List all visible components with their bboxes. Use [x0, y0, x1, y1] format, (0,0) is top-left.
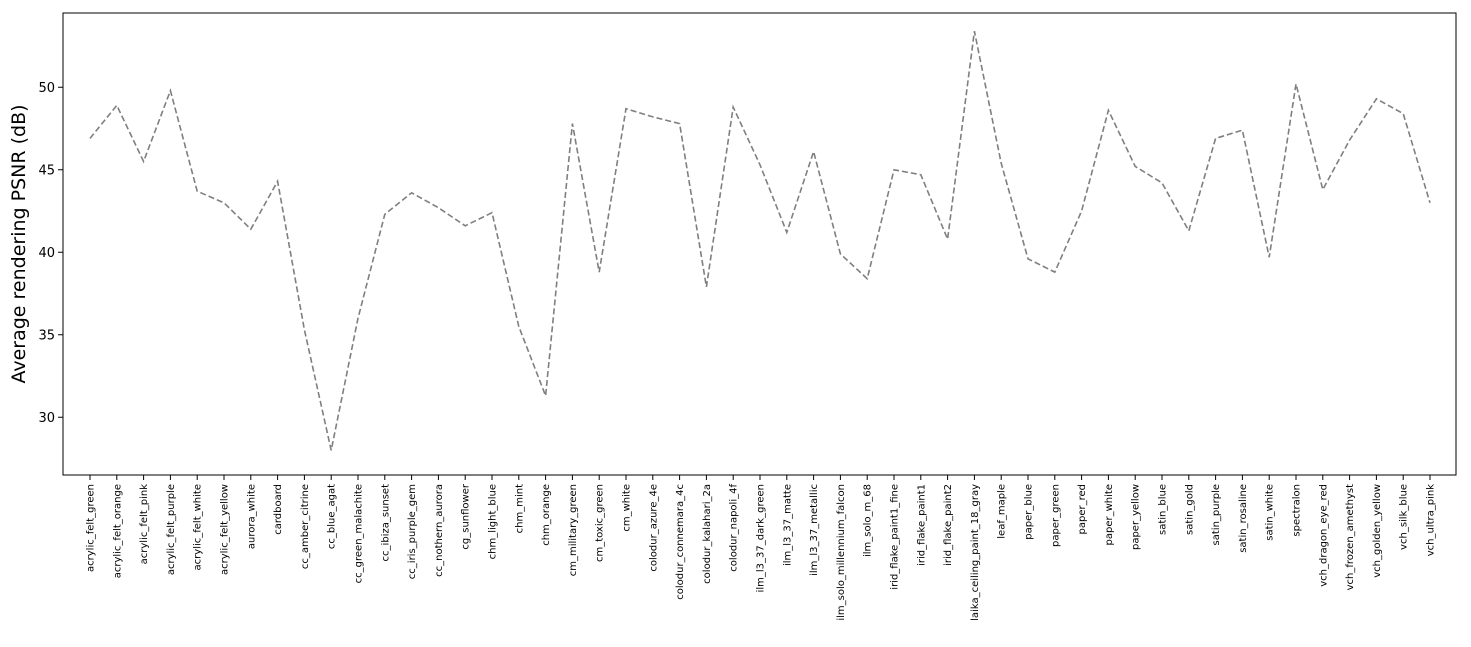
x-tick-label: colodur_kalahari_2a [702, 484, 713, 584]
x-tick-label: colodur_connemara_4c [675, 484, 686, 600]
x-tick-label: vch_ultra_pink [1426, 484, 1437, 556]
x-tick-label: leaf_maple [997, 484, 1008, 539]
series-line [89, 31, 1431, 451]
x-tick-label: paper_blue [1024, 484, 1035, 540]
x-tick-label: ilm_l3_37_matte [782, 484, 793, 566]
x-tick-label: ilm_l3_37_dark_green [756, 484, 767, 592]
x-tick-label: ilm_solo_m_68 [863, 484, 874, 557]
x-tick-label: acrylic_felt_green [86, 484, 97, 572]
x-axis-ticks: acrylic_felt_green acrylic_felt_orange acr… [86, 475, 1437, 621]
x-tick-label: chm_light_blue [488, 484, 499, 559]
x-tick-label: satin_gold [1184, 484, 1195, 535]
plot-area [63, 13, 1456, 475]
x-tick-label: acrylic_felt_white [193, 484, 204, 570]
x-tick-label: acrylic_felt_orange [112, 484, 123, 578]
y-axis-ticks: 30 35 40 45 50 [38, 81, 63, 426]
x-tick-label: aurora_white [246, 484, 257, 549]
x-tick-label: cm_military_green [568, 484, 579, 576]
x-tick-label: laika_ceiling_paint_18_gray [970, 484, 981, 621]
x-tick-label: vch_frozen_amethyst [1345, 484, 1356, 590]
x-tick-label: paper_yellow [1131, 484, 1142, 550]
x-tick-label: acrylic_felt_yellow [220, 484, 231, 575]
x-tick-label: irid_flake_paint2 [943, 484, 954, 566]
x-tick-label: satin_white [1265, 484, 1276, 541]
x-tick-label: colodur_napoli_4f [729, 484, 740, 572]
x-tick-label: cc_amber_citrine [300, 484, 311, 569]
x-tick-label: cm_white [622, 484, 633, 532]
y-axis-title: Average rendering PSNR (dB) [8, 104, 30, 383]
x-tick-label: chm_orange [541, 484, 552, 546]
x-tick-label: cc_nothern_aurora [434, 484, 445, 577]
x-tick-label: acrylic_felt_pink [139, 484, 150, 565]
x-tick-label: irid_flake_paint1 [916, 484, 927, 566]
x-tick-label: cc_blue_agat [327, 484, 338, 549]
x-tick-label: cm_toxic_green [595, 484, 606, 562]
plot-frame [62, 12, 1457, 476]
x-tick-label: ilm_solo_millennium_falcon [836, 484, 847, 621]
x-tick-label: cc_iris_purple_gem [407, 484, 418, 579]
x-tick-label: paper_white [1104, 484, 1115, 545]
x-tick-label: paper_red [1077, 484, 1088, 534]
y-tick-label: 30 [38, 411, 55, 426]
x-tick-label: spectralon [1292, 484, 1303, 537]
x-tick-label: cg_sunflower [461, 483, 472, 549]
y-tick-label: 45 [38, 163, 55, 178]
x-tick-label: satin_rosaline [1238, 484, 1249, 553]
x-tick-label: vch_dragon_eye_red [1318, 484, 1329, 587]
x-tick-label: vch_silk_blue [1399, 484, 1410, 550]
x-tick-label: satin_blue [1158, 484, 1169, 535]
x-tick-label: vch_golden_yellow [1372, 484, 1383, 578]
x-tick-label: cc_green_malachite [354, 484, 365, 583]
x-tick-label: irid_flake_paint1_fine [890, 484, 901, 590]
x-tick-label: satin_purple [1211, 484, 1222, 545]
y-tick-label: 50 [38, 81, 55, 96]
x-tick-label: chm_mint [514, 484, 525, 533]
y-tick-label: 35 [38, 328, 55, 343]
y-tick-label: 40 [38, 246, 55, 261]
x-tick-label: acrylic_felt_purple [166, 484, 177, 575]
x-tick-label: colodur_azure_4e [648, 484, 659, 572]
x-tick-label: paper_green [1050, 484, 1061, 547]
x-tick-label: cardboard [273, 484, 284, 535]
x-tick-label: cc_ibiza_sunset [380, 484, 391, 562]
x-tick-label: ilm_l3_37_metallic [809, 484, 820, 576]
